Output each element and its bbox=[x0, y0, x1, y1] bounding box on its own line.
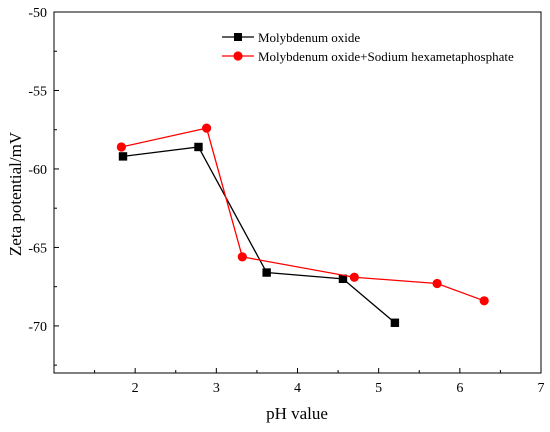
series-line bbox=[122, 146, 396, 324]
legend-item-2: Molybdenum oxide+Sodium hexametaphosphat… bbox=[222, 49, 514, 64]
y-axis-title: Zeta potential/mV bbox=[6, 131, 25, 256]
y-tick-label: -60 bbox=[28, 163, 47, 178]
x-tick-label: 5 bbox=[375, 381, 382, 396]
data-point bbox=[118, 152, 128, 161]
legend-label: Molybdenum oxide+Sodium hexametaphosphat… bbox=[258, 49, 514, 64]
legend-marker bbox=[234, 33, 242, 41]
y-tick-label: -55 bbox=[28, 84, 47, 99]
x-tick-label: 4 bbox=[294, 381, 301, 396]
data-point bbox=[390, 318, 400, 327]
legend-marker bbox=[233, 51, 243, 61]
y-tick-label: -65 bbox=[28, 241, 47, 256]
x-axis-title: pH value bbox=[266, 404, 328, 423]
x-tick-label: 3 bbox=[213, 381, 220, 396]
y-tick-label: -50 bbox=[28, 6, 47, 21]
data-point bbox=[116, 142, 126, 152]
data-point bbox=[201, 123, 212, 133]
plot-frame bbox=[53, 11, 542, 374]
data-point bbox=[262, 268, 271, 277]
y-tick-label: -70 bbox=[28, 320, 47, 335]
data-point bbox=[479, 296, 489, 306]
data-point bbox=[194, 142, 203, 152]
series-1 bbox=[118, 142, 400, 327]
series-line bbox=[121, 127, 485, 302]
x-tick-label: 6 bbox=[456, 381, 463, 396]
data-point bbox=[237, 252, 247, 262]
series-layer bbox=[116, 123, 489, 327]
data-point bbox=[349, 272, 359, 282]
x-tick-label: 7 bbox=[538, 381, 545, 396]
series-2 bbox=[116, 123, 489, 306]
legend-item-1: Molybdenum oxide bbox=[222, 30, 360, 45]
legend: Molybdenum oxide Molybdenum oxide+Sodium … bbox=[222, 30, 514, 64]
legend-label: Molybdenum oxide bbox=[258, 30, 360, 45]
x-tick-label: 2 bbox=[132, 381, 139, 396]
data-point bbox=[338, 274, 348, 284]
axes: 2 3 4 5 6 7 -50 -55 -60 -65 -70 bbox=[28, 6, 544, 396]
data-point bbox=[432, 278, 442, 289]
